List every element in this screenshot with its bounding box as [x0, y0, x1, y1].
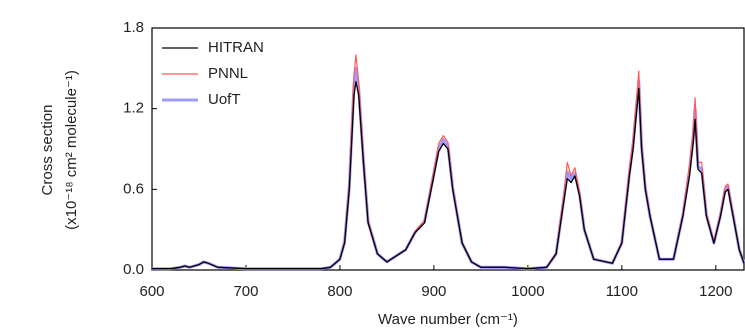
- y-tick-label: 1.2: [123, 100, 144, 117]
- legend-label: PNNL: [208, 65, 248, 82]
- x-tick-label: 900: [421, 283, 446, 300]
- x-tick-label: 1200: [699, 283, 732, 300]
- y-tick-label: 0.0: [123, 261, 144, 278]
- plot-frame: [151, 27, 745, 271]
- x-axis-label: Wave number (cm⁻¹): [378, 311, 518, 328]
- series-line: [152, 81, 745, 270]
- x-tick-label: 1100: [606, 283, 638, 300]
- x-tick-label: 700: [233, 283, 258, 300]
- y-tick-label: 0.6: [123, 180, 144, 197]
- x-tick-label: 800: [327, 283, 352, 300]
- x-tick-label: 600: [139, 283, 164, 300]
- y-axis-label: Cross section: [39, 105, 56, 196]
- legend-label: HITRAN: [208, 39, 264, 56]
- legend-label: UofT: [208, 91, 241, 108]
- series-line: [152, 54, 745, 270]
- y-tick-label: 1.8: [123, 19, 144, 36]
- x-tick-label: 1000: [511, 283, 544, 300]
- y-axis-label: (x10⁻¹⁸ cm² molecule⁻¹): [63, 70, 80, 230]
